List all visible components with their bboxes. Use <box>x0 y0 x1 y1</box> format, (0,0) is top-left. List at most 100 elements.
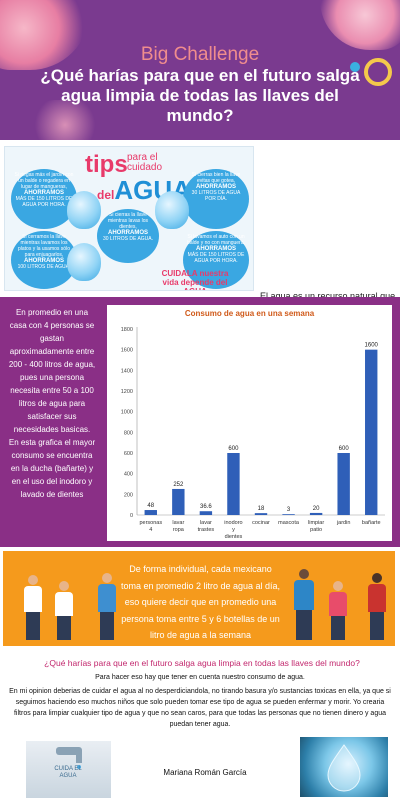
closing-paragraph-2: En mi opinion deberias de cuidar el agua… <box>9 688 391 728</box>
tip-save-label: AHORRAMOS <box>108 230 148 236</box>
tip-text: Si lavamos el auto con un balde y no con… <box>187 234 245 246</box>
x-tick-label: dientes <box>225 534 243 540</box>
x-tick-label: cocinar <box>252 520 270 526</box>
x-tick-label: lavar <box>172 520 184 526</box>
drinking-fact: De forma individual, cada mexicano toma … <box>120 564 281 640</box>
consumption-explanation: En promedio en una casa con 4 personas s… <box>8 308 96 499</box>
person-drinking-illustration <box>53 581 75 641</box>
data-label: 18 <box>258 506 265 512</box>
tip-text: Si cierras bien la llave evitas que gote… <box>191 172 241 184</box>
consumption-section: En promedio en una casa con 4 personas s… <box>0 297 400 547</box>
y-tick-label: 600 <box>124 451 133 457</box>
dot-decoration <box>350 62 360 72</box>
tip-text: Si cerramos la llave mientras lavamos lo… <box>18 234 70 258</box>
chart-bar <box>254 513 268 515</box>
tip-bubble: Si cerramos la llave mientras lavamos lo… <box>11 231 77 289</box>
tip-save-label: AHORRAMOS <box>24 258 64 264</box>
y-tick-label: 200 <box>124 492 133 498</box>
bar-chart: 0 200 400 600 800 1000 1200 1400 1600 1800 48 perso… <box>121 327 385 540</box>
water-drop-mascot-icon <box>67 243 101 281</box>
tip-bubble: Si lavamos el auto con un balde y no con… <box>183 231 249 289</box>
water-tap-image: CUIDA EL AGUA <box>26 741 111 798</box>
tip-bubble: Si cierras la llave mientras lavas los d… <box>97 209 159 263</box>
header-banner: Big Challenge ¿Qué harías para que en el… <box>0 0 400 140</box>
x-tick-label: personas <box>139 520 162 526</box>
person-drinking-illustration <box>21 575 45 641</box>
person-drinking-illustration <box>95 573 119 641</box>
paint-splash-decoration <box>320 0 400 50</box>
x-tick-label: y <box>232 527 235 533</box>
x-tick-label: lavar <box>200 520 212 526</box>
x-tick-label: inodoro <box>224 520 242 526</box>
drinking-section: De forma individual, cada mexicano toma … <box>0 547 400 650</box>
chart-bar <box>282 514 295 515</box>
person-drinking-illustration <box>365 573 389 641</box>
data-label: 600 <box>339 446 350 452</box>
chart-bar <box>227 453 240 515</box>
x-tick-label: 4 <box>149 527 152 533</box>
water-drop-icon <box>327 744 361 792</box>
tip-bubble: Si riegas más el jardín con un balde o r… <box>11 169 77 229</box>
chart-bar <box>199 511 213 515</box>
paint-splash-decoration <box>30 100 100 140</box>
faucet-icon <box>56 747 82 769</box>
tip-amount: 30 LITROS DE AGUA POR DÍA. <box>191 190 241 202</box>
y-tick-label: 1600 <box>121 348 133 354</box>
tip-text: Si cierras la llave mientras lavas los d… <box>107 212 148 230</box>
tip-save-label: AHORRAMOS <box>196 246 236 252</box>
person-drinking-illustration <box>327 581 349 641</box>
x-tick-label: limpiar <box>308 520 324 526</box>
tip-amount: 30 LITROS DE AGUA. <box>102 236 154 242</box>
data-label: 36.6 <box>200 504 212 510</box>
data-label: 3 <box>287 507 291 513</box>
chart-bar <box>309 512 323 515</box>
person-drinking-illustration <box>291 569 317 641</box>
water-drop-mascot-icon <box>155 191 189 229</box>
orange-panel: De forma individual, cada mexicano toma … <box>3 551 395 646</box>
data-label: 1600 <box>365 343 379 349</box>
chart-title: Consumo de agua en una semana <box>184 309 315 318</box>
data-label: 48 <box>147 503 154 509</box>
y-tick-label: 1000 <box>121 410 133 416</box>
y-tick-label: 800 <box>124 430 133 436</box>
x-tick-label: jardin <box>336 520 350 526</box>
chart-bar <box>365 349 378 515</box>
earth-water-drop-image <box>300 737 388 797</box>
tips-footer: CUIDALA nuestra vida depende del AGUA <box>161 269 229 290</box>
image-label: CUIDA EL AGUA <box>54 766 82 779</box>
tip-amount: MÁS DE 150 LITROS DE AGUA POR HORA. <box>15 196 73 208</box>
y-tick-label: 400 <box>124 472 133 478</box>
main-question: ¿Qué harías para que en el futuro salga … <box>40 66 360 125</box>
tip-save-label: AHORRAMOS <box>196 184 236 190</box>
chart-bar <box>172 488 185 515</box>
y-tick-label: 1800 <box>121 327 133 333</box>
water-drop-mascot-icon <box>67 191 101 229</box>
data-label: 252 <box>173 482 184 488</box>
x-tick-label: trastes <box>198 527 215 533</box>
chart-panel: Consumo de agua en una semana 0 200 400 600… <box>107 305 392 541</box>
chart-bar <box>144 510 157 515</box>
y-tick-label: 1200 <box>121 389 133 395</box>
x-tick-label: ropa <box>173 527 185 533</box>
data-label: 20 <box>313 506 320 512</box>
chart-bar <box>337 453 350 515</box>
tips-section: tips para el cuidado delAGUA Si riegas m… <box>0 140 400 396</box>
y-tick-label: 1400 <box>121 368 133 374</box>
data-label: 600 <box>228 446 239 452</box>
author-name: Mariana Román García <box>163 768 247 777</box>
tip-save-label: AHORRAMOS <box>24 190 64 196</box>
x-tick-label: patio <box>310 527 322 533</box>
y-tick-label: 0 <box>130 513 133 519</box>
tip-amount: MÁS DE 150 LITROS DE AGUA POR HORA. <box>187 252 245 264</box>
closing-paragraph-1: Para hacer eso hay que tener en cuenta n… <box>95 674 305 681</box>
tip-text: Si riegas más el jardín con un balde o r… <box>14 172 74 190</box>
tips-infographic-image: tips para el cuidado delAGUA Si riegas m… <box>4 146 254 291</box>
page-title: Big Challenge <box>140 44 260 65</box>
tips-title: tips <box>85 151 128 178</box>
closing-question: ¿Qué harías para que en el futuro salga … <box>44 658 360 668</box>
x-tick-label: bañarte <box>362 520 381 526</box>
ring-decoration <box>364 58 392 86</box>
x-tick-label: mascota <box>278 520 300 526</box>
tip-amount: 100 LITROS DE AGUA. <box>17 264 71 270</box>
